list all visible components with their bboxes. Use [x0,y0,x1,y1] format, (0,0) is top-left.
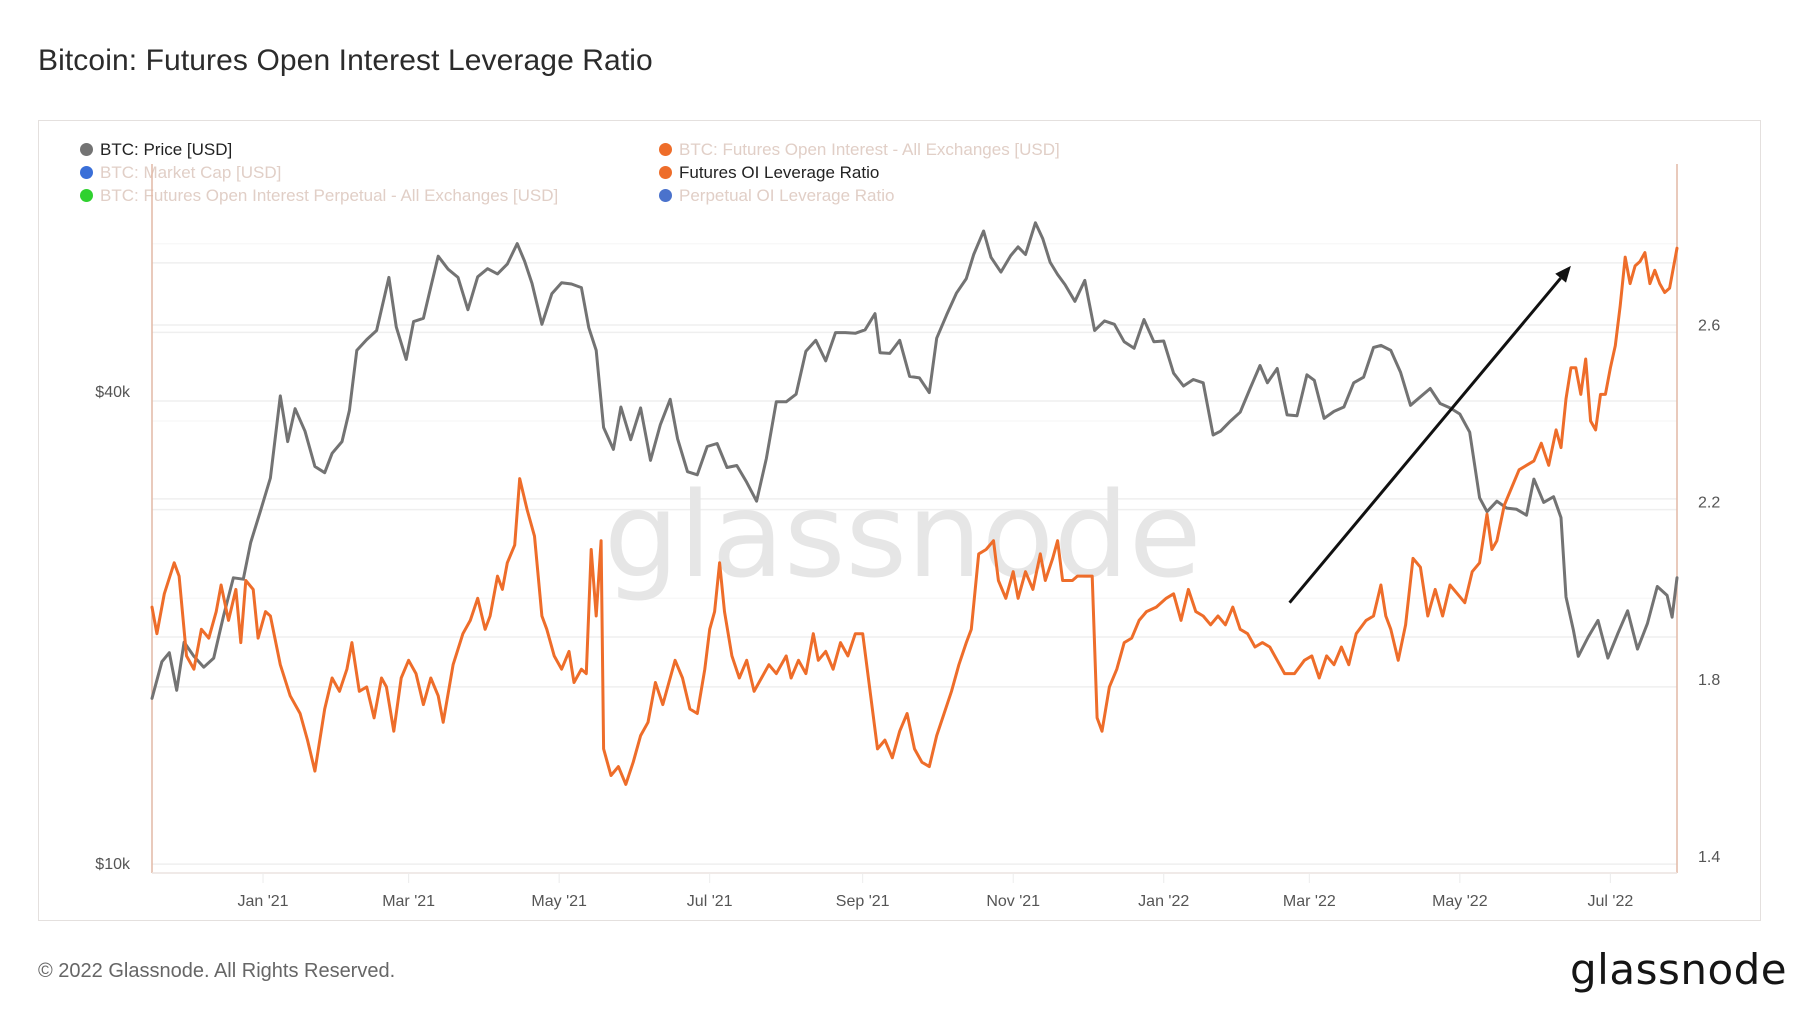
legend-dot-icon [80,189,93,202]
legend-dot-icon [80,143,93,156]
legend-item-perpetual-oi-leverage-ratio[interactable]: Perpetual OI Leverage Ratio [659,184,1060,207]
legend-label: Futures OI Leverage Ratio [679,163,880,182]
legend-dot-icon [659,166,672,179]
legend-item-futures-oi-leverage-ratio[interactable]: Futures OI Leverage Ratio [659,161,1060,184]
legend-right: BTC: Futures Open Interest - All Exchang… [659,138,1060,207]
series-group [150,221,1679,786]
legend-item-perpetual-oi[interactable]: BTC: Futures Open Interest Perpetual - A… [80,184,558,207]
y-right-tick-label: 2.2 [1698,495,1720,512]
x-tick-label: Jan '21 [237,893,288,910]
y-left-tick-label: $40k [95,384,131,401]
chart-card [38,120,1761,921]
axes: $10k $40k 1.4 1.8 2.2 2.6 Jan '21 Mar '21 May '2… [95,164,1720,910]
watermark: glassnode [604,466,1201,604]
y-right-tick-label: 2.6 [1698,317,1720,334]
x-tick-label: Mar '22 [1283,893,1336,910]
annotations [1288,265,1571,604]
legend-label: BTC: Futures Open Interest - All Exchang… [679,140,1060,159]
page-title: Bitcoin: Futures Open Interest Leverage … [38,44,653,77]
legend-dot-icon [659,189,672,202]
x-tick-label: Sep '21 [836,893,890,910]
trend-arrow-line [1288,277,1562,604]
legend-label: BTC: Market Cap [USD] [100,163,282,182]
x-tick-label: Mar '21 [382,893,435,910]
x-tick-label: May '21 [531,893,587,910]
leverage-ratio-line [150,246,1679,786]
x-tick-label: Jul '22 [1587,893,1633,910]
x-tick-label: Jan '22 [1138,893,1189,910]
price-line [150,221,1679,700]
copyright-text: © 2022 Glassnode. All Rights Reserved. [38,960,396,982]
legend-label: BTC: Price [USD] [100,140,233,159]
legend-left: BTC: Price [USD] BTC: Market Cap [USD] B… [80,138,558,207]
trend-arrow-head-icon [1555,265,1571,283]
legend-dot-icon [659,143,672,156]
x-tick-label: May '22 [1432,893,1488,910]
legend-item-btc-price[interactable]: BTC: Price [USD] [80,138,558,161]
y-left-tick-label: $10k [95,856,131,873]
glassnode-logo[interactable]: glassnode [1570,945,1788,994]
y-right-tick-label: 1.4 [1698,849,1720,866]
y-right-tick-label: 1.8 [1698,672,1720,689]
grid-lines [152,243,1677,865]
legend-item-market-cap[interactable]: BTC: Market Cap [USD] [80,161,558,184]
legend-dot-icon [80,166,93,179]
legend-label: Perpetual OI Leverage Ratio [679,186,895,205]
x-tick-label: Jul '21 [687,893,733,910]
legend-label: BTC: Futures Open Interest Perpetual - A… [100,186,559,205]
legend-item-futures-oi[interactable]: BTC: Futures Open Interest - All Exchang… [659,138,1060,161]
x-tick-label: Nov '21 [986,893,1040,910]
